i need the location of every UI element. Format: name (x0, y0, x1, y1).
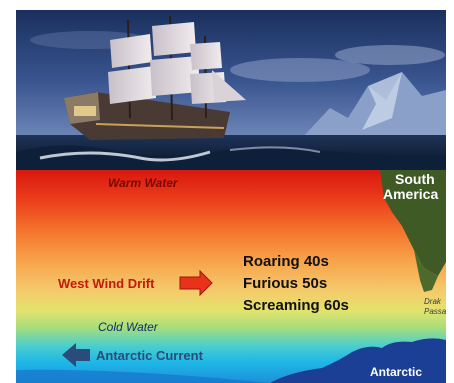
ship-hull (64, 92, 230, 140)
drake-passage-label: Drak Passa (424, 297, 446, 317)
sail (150, 56, 200, 96)
cloud (335, 45, 445, 65)
south-america-line1: South (395, 171, 435, 187)
west-wind-arrow-icon (179, 269, 213, 297)
furious-50s-label: Furious 50s (243, 275, 328, 292)
south-america-tip (414, 250, 438, 292)
wave-foam (229, 146, 321, 153)
drake-line1: Drak (424, 297, 441, 306)
sail (110, 34, 152, 68)
deep-water (16, 369, 270, 383)
screaming-60s-label: Screaming 60s (243, 297, 349, 314)
south-america-line2: America (383, 186, 439, 202)
cold-water-label: Cold Water (98, 320, 158, 334)
warm-water-label: Warm Water (108, 176, 178, 190)
sail (108, 66, 156, 104)
sail (152, 22, 196, 56)
wave-foam (39, 150, 211, 162)
iceberg-highlight (362, 72, 402, 130)
west-wind-drift-label: West Wind Drift (58, 276, 155, 291)
cloud (230, 58, 370, 82)
antarctica-landmass (270, 338, 446, 383)
antarctica-label: Antarctic (370, 365, 423, 379)
south-america-landmass (380, 170, 446, 276)
wave (16, 145, 446, 170)
drake-line2: Passa (424, 307, 447, 316)
ship-scene (16, 10, 446, 170)
wind-latitudes-list: Roaring 40s Furious 50s Screaming 60s (243, 251, 349, 317)
antarctic-current-label: Antarctic Current (96, 348, 203, 363)
mast (127, 19, 131, 119)
ship-trim (95, 123, 225, 129)
roaring-40s-label: Roaring 40s (243, 253, 329, 270)
sail (190, 42, 222, 70)
jib-sail (212, 70, 246, 102)
ship-window (74, 106, 96, 116)
south-america-label: South America (383, 172, 438, 202)
antarctic-current-arrow-icon (62, 343, 90, 367)
